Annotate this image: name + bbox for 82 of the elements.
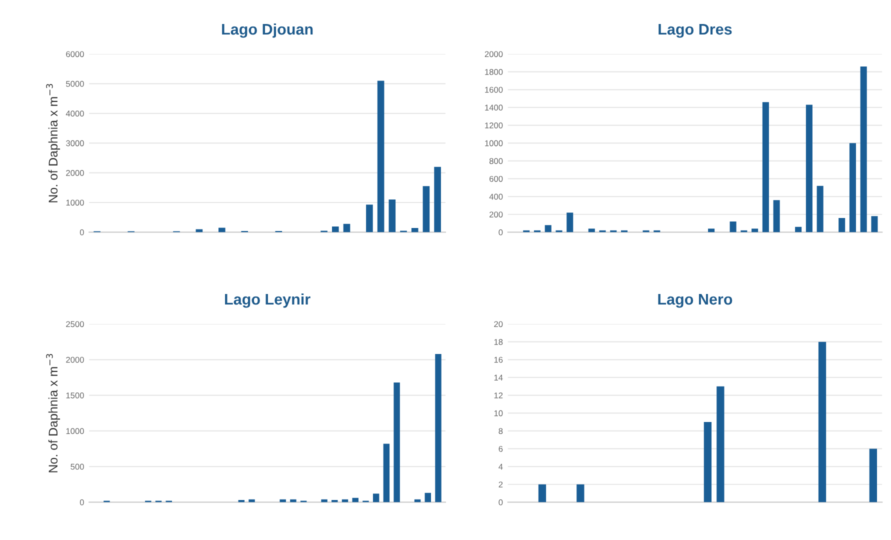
bar [332,226,339,232]
chart-title: Lago Nero [658,294,732,308]
y-tick-label: 1400 [485,104,503,111]
y-tick-label: 600 [490,176,503,182]
bar [816,186,824,232]
bar [708,228,715,232]
y-tick-label: 14 [494,374,503,380]
y-tick-label: 1000 [66,200,84,206]
chart-title: Lago Dres [658,24,732,38]
y-tick-label: 2000 [66,356,84,363]
bar [366,204,373,232]
y-tick-label: 18 [494,339,503,345]
y-tick-label: 800 [489,158,503,164]
bar [388,200,396,232]
y-tick-label: 0 [498,499,503,506]
y-tick-label: 1000 [66,428,84,434]
y-tick-label: 2500 [66,321,84,328]
bar [869,448,877,502]
bar [383,444,390,502]
y-tick-label: 3000 [66,140,84,146]
chart-title: Lago Djouan [222,23,313,38]
y-tick-label: 4000 [66,110,84,116]
bar [730,222,736,232]
bar [196,229,203,232]
y-tick-label: 1800 [485,69,503,75]
y-tick-label: 12 [494,392,503,398]
y-tick-label: 500 [70,464,84,470]
bar [871,216,878,232]
y-tick-label: 400 [489,194,503,200]
bar [544,225,552,232]
y-tick-label: 20 [494,321,503,328]
y-tick-label: 16 [494,356,503,363]
bar [422,186,430,232]
bar [377,80,384,232]
bar [795,226,802,232]
bar [860,66,867,232]
bar [280,499,286,502]
bar [248,499,255,502]
chart-title: Lago Leynir [225,293,310,308]
y-tick-label: 2000 [484,51,503,58]
bar [434,166,441,232]
bar [352,498,358,502]
y-tick-label: 8 [498,428,503,434]
bar [321,499,328,502]
bar [716,386,724,502]
y-tick-label: 0 [80,499,84,506]
bar [372,494,380,502]
y-tick-label: 6000 [66,51,84,58]
y-axis-title: No. of Daphnia x m$^{−3}$ [46,84,60,202]
bar [566,212,574,232]
bar [773,200,780,232]
y-tick-label: 2 [498,482,503,488]
y-tick-label: 0 [498,229,503,236]
y-tick-label: 1600 [485,86,503,93]
y-tick-label: 1000 [485,140,503,146]
y-tick-label: 4 [498,464,503,470]
bar [343,224,350,232]
bar [576,484,584,502]
bar [411,228,418,232]
y-tick-label: 5000 [66,80,84,87]
y-tick-label: 10 [494,410,503,416]
bar [752,228,758,232]
bar [538,484,546,502]
bar [424,492,431,502]
bar [218,228,226,232]
bar [838,218,846,232]
y-tick-label: 200 [490,212,503,218]
y-tick-label: 1500 [66,392,84,398]
bar [849,143,856,232]
bar [290,499,296,502]
y-tick-label: 1200 [485,122,503,128]
y-tick-label: 2000 [66,170,84,176]
bar [704,422,712,502]
bar [394,382,400,502]
bar [435,354,442,502]
bar [762,102,769,232]
bar [818,342,826,502]
y-tick-label: 6 [498,446,503,452]
bar [806,104,812,232]
bar [588,228,595,232]
y-tick-label: 0 [80,229,84,236]
y-axis-title: No. of Daphnia x m$^{−3}$ [46,354,60,472]
